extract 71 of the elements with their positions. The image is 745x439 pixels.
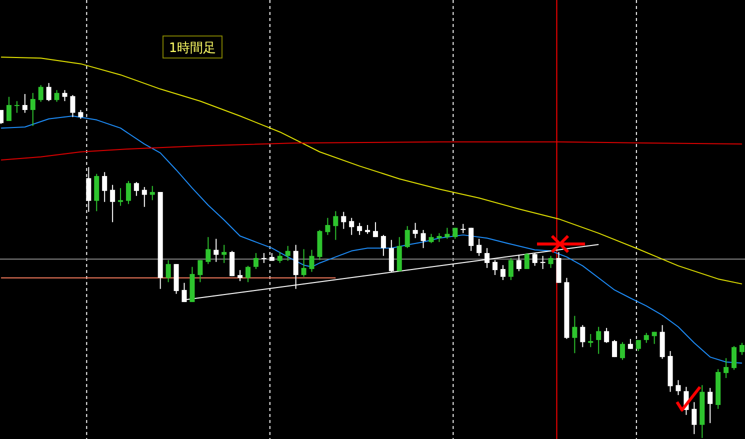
candlestick bbox=[572, 315, 578, 354]
candlestick bbox=[620, 342, 625, 360]
candlestick bbox=[476, 238, 482, 256]
candlestick bbox=[62, 90, 68, 102]
candlestick bbox=[420, 229, 426, 249]
candlestick bbox=[238, 270, 243, 282]
candlestick bbox=[644, 332, 649, 344]
candlestick bbox=[14, 100, 20, 114]
candlestick bbox=[285, 245, 290, 262]
candlestick bbox=[724, 358, 729, 379]
candlestick bbox=[150, 185, 155, 201]
candlestick bbox=[484, 248, 490, 268]
candlestick bbox=[22, 94, 28, 114]
candlestick bbox=[102, 172, 108, 202]
candlestick bbox=[261, 252, 266, 264]
candlestick bbox=[333, 210, 338, 240]
candlestick bbox=[277, 251, 282, 264]
candlestick bbox=[740, 342, 744, 356]
candlestick bbox=[6, 96, 12, 122]
candlestick bbox=[628, 338, 633, 350]
candlestick bbox=[732, 346, 737, 370]
candlestick bbox=[126, 180, 131, 205]
candlestick bbox=[206, 236, 211, 265]
candlestick bbox=[676, 380, 681, 396]
candlestick bbox=[142, 186, 147, 208]
candlestick bbox=[596, 326, 602, 354]
candlestick bbox=[460, 223, 466, 234]
candlestick bbox=[166, 260, 171, 283]
candlestick bbox=[532, 252, 538, 266]
candlestick bbox=[118, 188, 124, 206]
candlestick bbox=[357, 222, 362, 236]
candlestick bbox=[301, 248, 306, 278]
candlestick bbox=[38, 84, 44, 102]
candlestick bbox=[349, 217, 354, 236]
candlestick bbox=[524, 252, 530, 270]
candlestick bbox=[253, 252, 258, 270]
candlestick bbox=[604, 327, 610, 344]
candlestick bbox=[428, 233, 434, 244]
candlestick bbox=[70, 94, 76, 118]
candlestick bbox=[214, 238, 219, 262]
candlestick bbox=[46, 82, 52, 102]
candlestick bbox=[588, 333, 594, 348]
candlestick bbox=[372, 222, 378, 238]
candlestick bbox=[404, 226, 410, 249]
candlestick bbox=[652, 331, 657, 344]
candlestick bbox=[380, 234, 386, 256]
candlestick bbox=[222, 244, 227, 264]
candlestick bbox=[134, 182, 139, 196]
candlestick bbox=[612, 340, 618, 358]
candlestick bbox=[636, 340, 641, 352]
candlestick bbox=[548, 255, 554, 268]
candlestick bbox=[54, 90, 60, 102]
candlestick bbox=[412, 222, 418, 239]
candlestick bbox=[468, 227, 474, 252]
candlestick bbox=[516, 254, 522, 272]
candlestick bbox=[444, 227, 450, 240]
candlestick bbox=[508, 258, 514, 281]
candlestick bbox=[708, 387, 713, 424]
candlestick bbox=[110, 184, 116, 223]
candlestick bbox=[492, 260, 498, 276]
candlestick bbox=[198, 260, 203, 283]
chart-title: 1時間足 bbox=[168, 41, 216, 56]
candlestick bbox=[580, 324, 586, 348]
candlestick bbox=[341, 211, 346, 230]
candlestick bbox=[500, 264, 506, 281]
candlestick bbox=[692, 402, 697, 435]
candlestick bbox=[309, 249, 314, 272]
candlestick bbox=[325, 217, 330, 236]
candlestick bbox=[30, 92, 36, 126]
candlestick bbox=[246, 265, 250, 283]
candlestick bbox=[540, 255, 546, 270]
